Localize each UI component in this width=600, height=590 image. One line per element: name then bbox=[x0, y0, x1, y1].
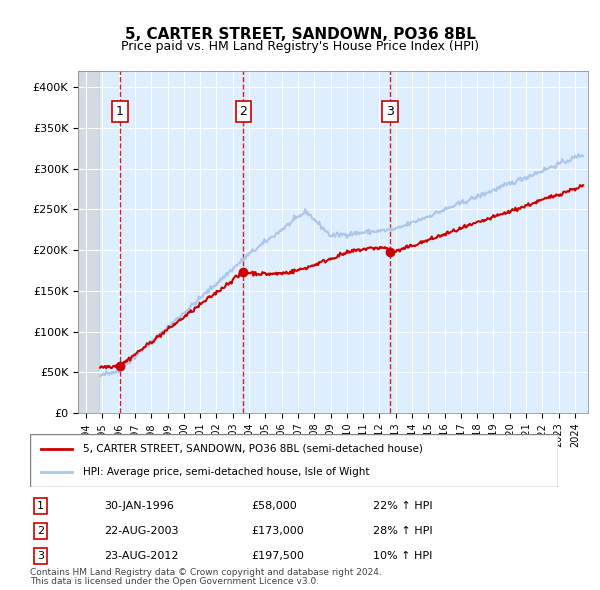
Text: 5, CARTER STREET, SANDOWN, PO36 8BL: 5, CARTER STREET, SANDOWN, PO36 8BL bbox=[125, 27, 475, 41]
Bar bbox=[78, 71, 99, 413]
Text: £197,500: £197,500 bbox=[252, 551, 305, 561]
Text: 22-AUG-2003: 22-AUG-2003 bbox=[104, 526, 178, 536]
Text: 3: 3 bbox=[37, 551, 44, 561]
Text: HPI: Average price, semi-detached house, Isle of Wight: HPI: Average price, semi-detached house,… bbox=[83, 467, 370, 477]
Text: 2: 2 bbox=[37, 526, 44, 536]
Text: This data is licensed under the Open Government Licence v3.0.: This data is licensed under the Open Gov… bbox=[30, 577, 319, 586]
Text: 22% ↑ HPI: 22% ↑ HPI bbox=[373, 501, 433, 511]
Bar bbox=[78, 71, 99, 413]
Text: 1: 1 bbox=[116, 105, 124, 118]
Text: 28% ↑ HPI: 28% ↑ HPI bbox=[373, 526, 433, 536]
Text: 10% ↑ HPI: 10% ↑ HPI bbox=[373, 551, 433, 561]
FancyBboxPatch shape bbox=[30, 434, 558, 487]
Text: 30-JAN-1996: 30-JAN-1996 bbox=[104, 501, 174, 511]
Text: 1: 1 bbox=[37, 501, 44, 511]
Text: 5, CARTER STREET, SANDOWN, PO36 8BL (semi-detached house): 5, CARTER STREET, SANDOWN, PO36 8BL (sem… bbox=[83, 444, 422, 454]
Text: 23-AUG-2012: 23-AUG-2012 bbox=[104, 551, 178, 561]
Text: £173,000: £173,000 bbox=[252, 526, 305, 536]
Text: £58,000: £58,000 bbox=[252, 501, 298, 511]
Text: Contains HM Land Registry data © Crown copyright and database right 2024.: Contains HM Land Registry data © Crown c… bbox=[30, 568, 382, 576]
Text: Price paid vs. HM Land Registry's House Price Index (HPI): Price paid vs. HM Land Registry's House … bbox=[121, 40, 479, 53]
Text: 3: 3 bbox=[386, 105, 394, 118]
Text: 2: 2 bbox=[239, 105, 247, 118]
